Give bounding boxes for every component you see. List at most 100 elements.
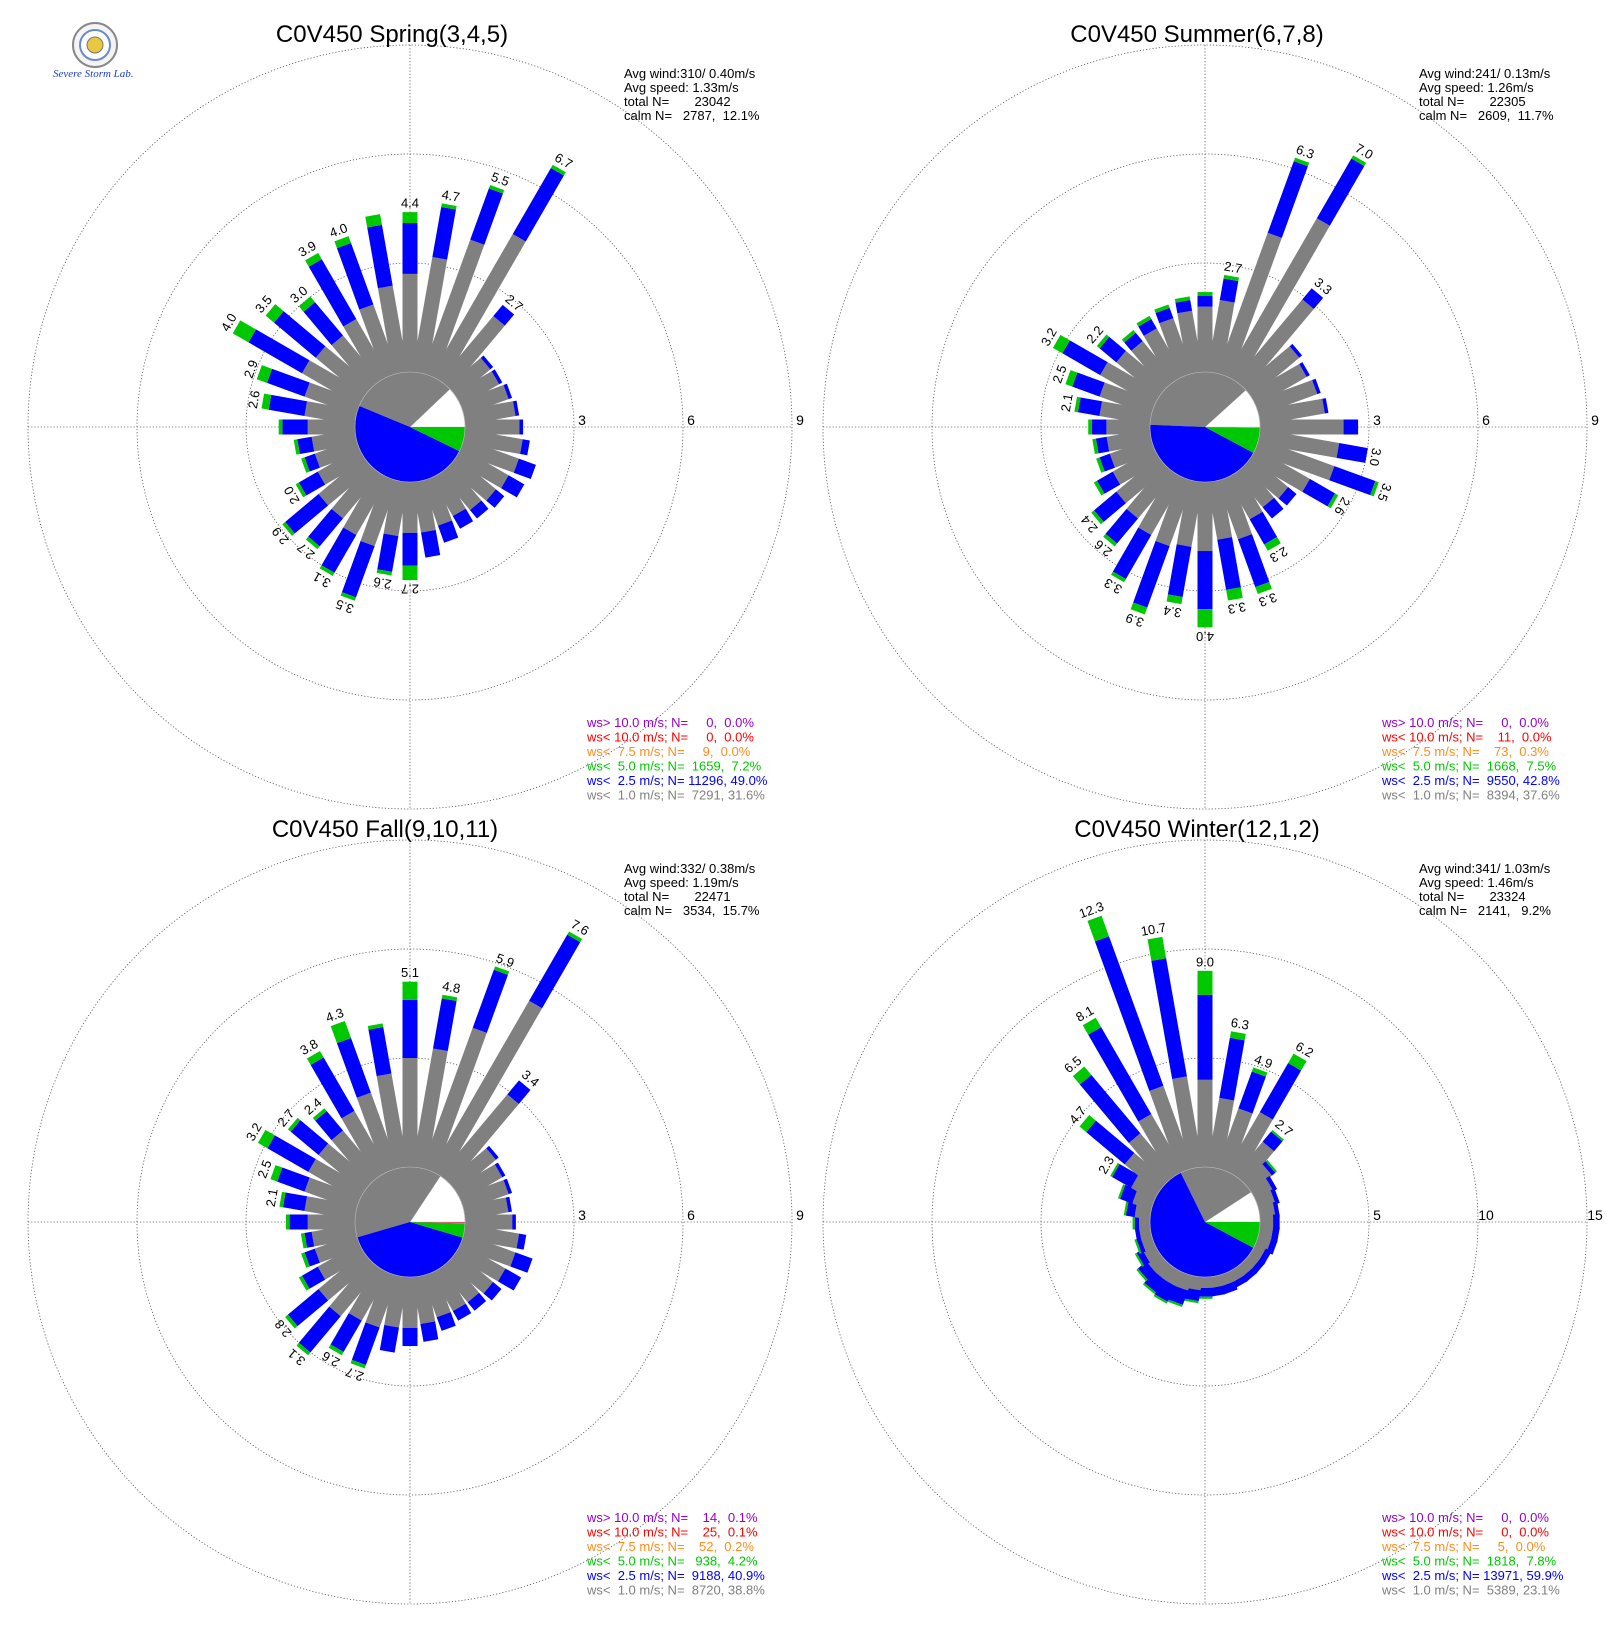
bar-segment-blue — [351, 1322, 380, 1366]
direction-bar — [439, 1080, 531, 1185]
direction-bar — [462, 400, 520, 425]
bar-value-label: 2.5 — [1049, 363, 1069, 385]
bar-segment-gray — [431, 234, 526, 384]
direction-bar — [402, 1277, 418, 1347]
direction-bar — [439, 1259, 487, 1311]
bar-segment-blue — [1125, 1200, 1138, 1218]
direction-bar — [301, 438, 361, 473]
legend-entry: ws< 5.0 m/s; N= 1818, 7.8% — [1381, 1554, 1557, 1569]
bar-segment-blue — [1262, 1131, 1283, 1152]
bar-segment-blue — [1167, 544, 1192, 597]
grid-ring — [245, 262, 575, 592]
bar-value-label: 4.4 — [401, 196, 419, 211]
direction-bar — [232, 320, 367, 406]
bar-segment-blue — [1302, 288, 1324, 309]
bar-segment-blue — [1134, 1226, 1142, 1242]
bar-segment-gray — [1176, 479, 1203, 547]
wind-rose-panel: 3 6 94.4 4.75.56.72.72.72.63.53.12.72.92.02… — [27, 21, 804, 810]
bar-segment-gray — [1099, 382, 1156, 416]
bar-segment-blue — [336, 1038, 371, 1098]
bar-segment-green — [1197, 970, 1213, 995]
direction-bar — [412, 994, 458, 1170]
direction-bar — [261, 393, 358, 425]
bar-segment-green — [350, 1359, 366, 1369]
bar-segment-green — [330, 1020, 352, 1044]
wind-rose-panel: 3 6 92.76.3 7.03.33.03.52.62.33.33.34.03.43… — [822, 21, 1599, 810]
bar-segment-gray — [431, 1265, 466, 1312]
stat-line: total N= 22471 — [624, 889, 731, 904]
bar-segment-gray — [1207, 479, 1233, 540]
bar-segment-gray — [459, 1179, 509, 1211]
bar-segment-blue — [1238, 1071, 1266, 1114]
bar-segment-gray — [421, 1027, 487, 1173]
bar-segment-gray — [1106, 419, 1150, 435]
bar-segment-green — [1147, 936, 1167, 961]
bar-segment-green — [1130, 602, 1148, 615]
bar-segment-green — [1121, 329, 1136, 343]
bar-segment-green — [1264, 536, 1281, 551]
bar-segment-gray — [462, 1197, 509, 1220]
stat-line: Avg wind:341/ 1.03m/s — [1419, 861, 1551, 876]
bar-segment-blue — [330, 1313, 362, 1353]
bar-segment-blue — [1136, 1237, 1146, 1254]
ring-label: 6 — [687, 1207, 695, 1223]
bar-segment-blue — [1072, 372, 1105, 397]
severe-storm-lab-logo: Severe Storm Lab. — [53, 22, 134, 80]
bar-segment-gray — [412, 479, 436, 533]
bar-segment-green — [1110, 1162, 1120, 1178]
bar-segment-gray — [331, 1130, 381, 1185]
bar-segment-green — [1351, 155, 1367, 167]
bar-value-label: 4.8 — [441, 978, 461, 996]
bar-segment-blue — [1249, 511, 1278, 545]
bar-segment-green — [296, 1342, 311, 1356]
bar-segment-gray — [1216, 232, 1282, 378]
bar-segment-blue — [1316, 158, 1365, 226]
bar-segment-green — [285, 1314, 298, 1329]
direction-bar — [412, 479, 441, 558]
direction-bar — [285, 1251, 373, 1329]
bar-segment-gray — [384, 1274, 408, 1328]
bar-segment-green — [270, 1165, 283, 1182]
ring-label: 3 — [578, 412, 586, 428]
bar-segment-gray — [453, 448, 509, 489]
bar-segment-green — [305, 252, 322, 267]
direction-bar — [257, 1129, 367, 1201]
bar-segment-gray — [453, 371, 500, 406]
direction-bar — [1130, 476, 1194, 615]
bar-segment-gray — [453, 1243, 506, 1282]
bar-segment-blue — [501, 475, 525, 498]
bar-segment-blue — [1112, 527, 1152, 580]
bar-segment-green — [1223, 274, 1239, 282]
bar-segment-gray — [1234, 299, 1314, 390]
bar-segment-blue — [308, 508, 344, 547]
bar-segment-green — [1288, 1053, 1307, 1071]
direction-bar — [367, 1023, 408, 1170]
bar-segment-gray — [365, 1271, 399, 1328]
bar-segment-gray — [1248, 448, 1310, 492]
direction-bar — [265, 304, 373, 398]
bar-segment-gray — [1143, 328, 1184, 384]
bar-segment-blue — [301, 1266, 326, 1289]
bar-segment-gray — [301, 360, 367, 406]
bar-segment-blue — [420, 529, 441, 558]
stat-line: Avg wind:332/ 0.38m/s — [624, 861, 756, 876]
bar-segment-gray — [356, 1092, 399, 1173]
pie-slice-lt7_5 — [1205, 427, 1260, 429]
bar-segment-gray — [1124, 1152, 1168, 1193]
bar-segment-blue — [1183, 1287, 1201, 1302]
bar-segment-gray — [1226, 1112, 1273, 1179]
bar-segment-gray — [315, 346, 373, 398]
bar-segment-green — [441, 994, 458, 1001]
pie-slice-lt5 — [1205, 427, 1260, 453]
pie-slice-lt2_5 — [355, 405, 460, 482]
legend-entry: ws< 10.0 m/s; N= 0, 0.0% — [586, 730, 754, 745]
grid-ring — [136, 153, 684, 701]
bar-segment-blue — [480, 355, 494, 370]
legend-entry: ws< 1.0 m/s; N= 8720, 38.8% — [586, 1583, 765, 1598]
direction-bar — [465, 419, 524, 435]
bar-segment-green — [365, 214, 382, 228]
bar-value-label: 2.9 — [241, 358, 261, 380]
direction-bar — [412, 1274, 439, 1342]
bar-segment-blue — [248, 329, 310, 374]
bar-segment-blue — [297, 436, 315, 455]
